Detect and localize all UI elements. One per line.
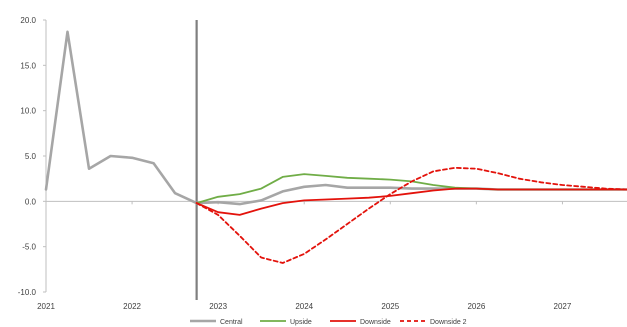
x-tick-label: 2026 (467, 302, 485, 311)
x-tick-label: 2025 (381, 302, 399, 311)
y-tick-label: 15.0 (20, 61, 36, 70)
series-line-central (44, 30, 627, 206)
y-tick-label: -5.0 (22, 243, 36, 252)
chart-legend: Central Upside Downside Downside 2 (190, 319, 467, 326)
legend-label: Central (220, 319, 243, 326)
x-axis-tick-labels: 2021 2022 2023 2024 2025 2026 2027 (37, 302, 572, 311)
x-tick-label: 2021 (37, 302, 55, 311)
legend-label: Upside (290, 319, 312, 326)
y-axis-tick-labels: -10.0 -5.0 0.0 5.0 10.0 15.0 20.0 (18, 16, 37, 297)
y-tick-label: 5.0 (25, 152, 37, 161)
chart-series (44, 30, 627, 264)
legend-label: Downside (360, 319, 391, 326)
series-line-downside (195, 187, 627, 216)
series-line-downside-2 (195, 166, 627, 264)
x-tick-label: 2024 (295, 302, 313, 311)
y-tick-label: -10.0 (18, 288, 37, 297)
x-tick-label: 2022 (123, 302, 141, 311)
y-tick-label: 0.0 (25, 197, 37, 206)
x-tick-label: 2027 (554, 302, 572, 311)
x-tick-label: 2023 (209, 302, 227, 311)
legend-label: Downside 2 (430, 319, 467, 326)
chart-axes (43, 19, 627, 300)
y-tick-label: 10.0 (20, 107, 36, 116)
y-tick-label: 20.0 (20, 16, 36, 25)
